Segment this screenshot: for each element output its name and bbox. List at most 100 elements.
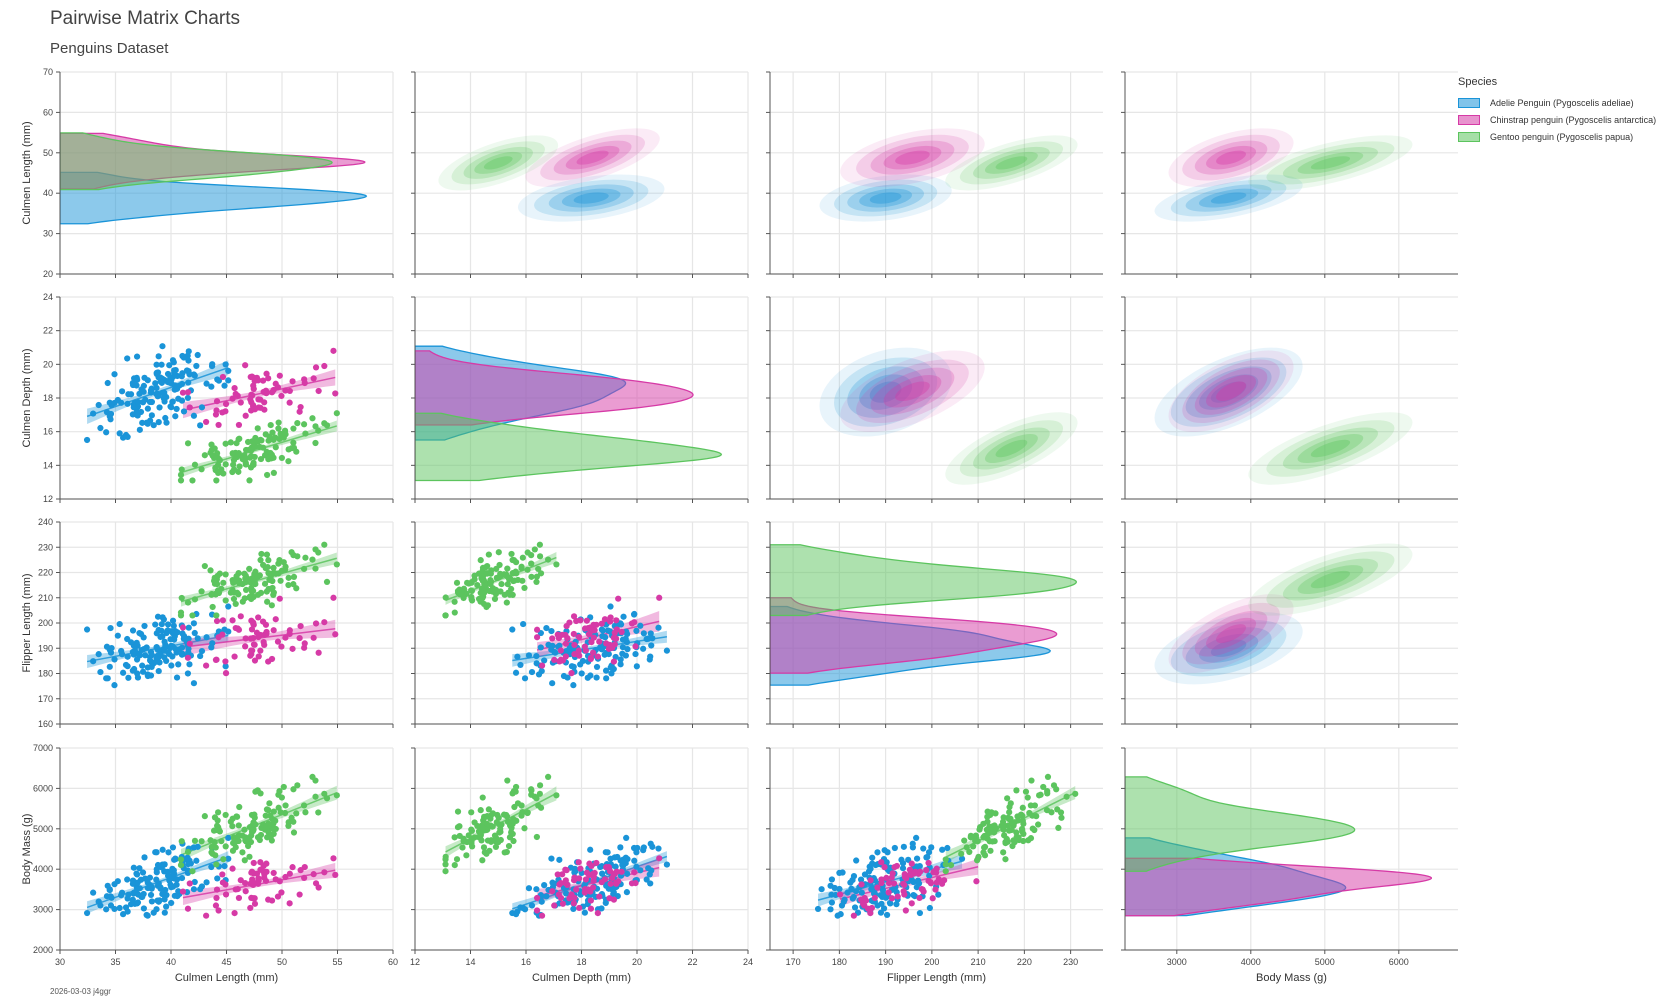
x-tick-label: 190 (878, 957, 893, 967)
scatter-point (171, 369, 178, 376)
kde2d-level (1206, 617, 1257, 650)
scatter-point (989, 838, 996, 845)
scatter-point (203, 418, 210, 426)
scatter-point (194, 351, 201, 359)
scatter-point (140, 634, 147, 641)
scatter-point (184, 854, 191, 861)
scatter-point (242, 643, 249, 650)
scatter-point (232, 844, 239, 851)
scatter-point (127, 901, 135, 908)
scatter-point (501, 591, 508, 598)
scatter-point (184, 905, 192, 912)
scatter-point (222, 361, 229, 368)
scatter-point (108, 894, 115, 901)
y-tick-label: 16 (43, 427, 53, 437)
scatter-point (582, 647, 590, 654)
kde2d-level (1185, 627, 1272, 670)
scatter-point (827, 906, 834, 913)
scatter-point (225, 377, 232, 384)
scatter-point (213, 477, 220, 484)
kde2d-level (1310, 570, 1351, 589)
scatter-point (618, 868, 625, 875)
scatter-point (548, 855, 555, 862)
scatter-point (154, 369, 162, 376)
scatter-point (288, 445, 295, 452)
scatter-point (620, 613, 627, 620)
scatter-point (310, 375, 317, 382)
scatter-point (251, 453, 258, 461)
scatter-point (645, 865, 652, 872)
kde2d-level (847, 366, 924, 418)
scatter-point (543, 893, 550, 900)
scatter-point (479, 827, 486, 834)
scatter-point (261, 399, 268, 406)
legend-swatch-chinstrap (1458, 114, 1480, 125)
scatter-point (257, 859, 264, 866)
scatter-point (927, 879, 934, 886)
kde2d-level (1210, 192, 1247, 204)
scatter-point (533, 652, 540, 660)
scatter-point (630, 611, 638, 618)
scatter-point (173, 876, 181, 883)
scatter-point (601, 616, 609, 623)
scatter-point (197, 652, 204, 660)
scatter-point (272, 616, 279, 623)
scatter-point (454, 808, 462, 815)
scatter-point (1027, 835, 1035, 842)
scatter-point (623, 889, 631, 896)
kde2d-level (1206, 374, 1257, 408)
scatter-point (264, 598, 271, 605)
scatter-point (251, 406, 259, 413)
scatter-point (254, 425, 261, 432)
scatter-point (140, 382, 147, 389)
scatter-point (485, 551, 492, 558)
scatter-point (578, 670, 585, 677)
panel-r1-c0: 12 14 16 18 20 22 24 (43, 292, 394, 504)
kde2d-level (1154, 174, 1303, 222)
scatter-point (300, 565, 308, 573)
panel-r2-c1 (411, 521, 749, 728)
y-axis-label: Culmen Depth (mm) (21, 348, 33, 447)
scatter-point (1044, 790, 1051, 797)
scatter-point (557, 647, 565, 654)
scatter-point (236, 803, 243, 811)
kde2d-level (1310, 156, 1351, 170)
scatter-point (191, 372, 198, 379)
scatter-point (175, 661, 182, 668)
scatter-point (1044, 773, 1052, 780)
scatter-point (571, 641, 578, 649)
scatter-point (169, 398, 176, 406)
scatter-point (851, 904, 859, 911)
scatter-point (285, 822, 292, 830)
scatter-point (178, 466, 185, 473)
scatter-point (885, 889, 892, 896)
scatter-point (213, 656, 220, 663)
scatter-point (623, 834, 630, 841)
scatter-point (107, 902, 115, 909)
scatter-point (528, 560, 535, 567)
scatter-point (153, 876, 160, 883)
scatter-point (219, 617, 227, 624)
scatter-point (154, 646, 161, 654)
scatter-point (512, 669, 520, 676)
scatter-point (286, 627, 293, 634)
scatter-point (208, 363, 216, 370)
scatter-point (83, 909, 91, 917)
scatter-point (235, 421, 243, 429)
y-tick-label: 2000 (33, 945, 53, 955)
scatter-point (537, 570, 545, 577)
x-tick-label: 3000 (1167, 957, 1187, 967)
scatter-point (285, 574, 292, 581)
scatter-point (1001, 832, 1008, 839)
kde2d-level (859, 188, 913, 208)
scatter-point (451, 834, 458, 841)
kde2d-level (883, 145, 942, 170)
scatter-point (848, 885, 855, 892)
scatter-point (598, 645, 605, 653)
scatter-point (890, 880, 898, 887)
scatter-point (611, 854, 618, 861)
scatter-point (533, 573, 540, 580)
scatter-point (208, 383, 215, 390)
kde2d-level (834, 179, 938, 217)
scatter-point (236, 463, 243, 470)
